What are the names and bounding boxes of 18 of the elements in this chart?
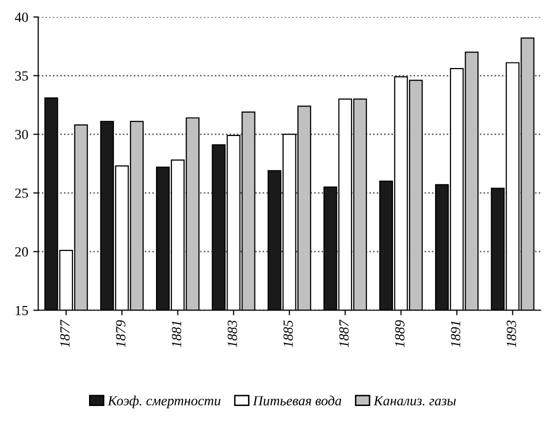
legend-label: Коэф. смертности — [108, 396, 220, 408]
legend-label: Питьевая вода — [252, 396, 342, 406]
x-tick-label: 1891 — [450, 321, 460, 348]
y-tick-label: 25 — [15, 188, 28, 198]
y-tick-label: 20 — [15, 247, 28, 257]
y-tick-label: 30 — [15, 130, 28, 140]
y-tick-label: 40 — [14, 12, 28, 22]
x-tick-label: 1889 — [395, 320, 404, 348]
y-tick-label: 35 — [15, 71, 28, 81]
x-tick-label: 1879 — [116, 320, 126, 348]
x-tick-label: 1893 — [506, 320, 516, 348]
x-tick-label: 1887 — [339, 319, 349, 348]
x-tick-label: 1885 — [283, 320, 293, 348]
x-tick-label: 1881 — [172, 321, 182, 348]
x-tick-label: 1883 — [228, 320, 238, 348]
x-tick-label: 1877 — [60, 319, 70, 348]
y-tick-label: 15 — [16, 306, 28, 316]
legend-label: Канализ. газы — [374, 396, 456, 406]
